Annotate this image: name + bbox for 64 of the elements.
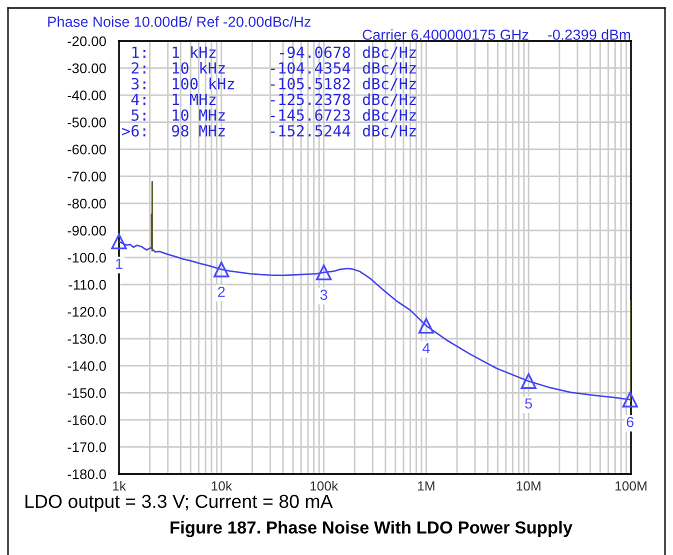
- text: Figure 187. Phase Noise With LDO Power Supply: [170, 520, 572, 538]
- point: [316, 264, 332, 280]
- annotation: 3:: [132, 78, 146, 90]
- annotation: 100 kHz: [172, 78, 234, 90]
- annotation: -104.4354: [270, 62, 350, 74]
- y-tick-label: -50.00: [68, 118, 106, 128]
- annotation: 2: [218, 286, 225, 297]
- annotation: dBc/Hz: [362, 62, 416, 75]
- y-tick-label: -100.0: [68, 252, 106, 263]
- annotation: >6:: [122, 125, 146, 137]
- y-tick-label: -140.0: [68, 361, 106, 371]
- point: [520, 373, 536, 389]
- y-tick-label: -30.00: [68, 63, 106, 74]
- text: Carrier 6.400000175 GHz: [362, 29, 528, 40]
- y-tick-label: -90.00: [68, 226, 106, 236]
- annotation: 1 MHz: [172, 94, 216, 105]
- y-tick-label: -130.0: [68, 334, 106, 344]
- point: [622, 392, 638, 408]
- annotation: 1 kHz: [172, 46, 216, 58]
- annotation: 4: [422, 343, 430, 354]
- annotation: dBc/Hz: [362, 109, 416, 122]
- annotation: 98 MHz: [172, 125, 225, 137]
- y-tick-label: -70.00: [68, 172, 106, 182]
- text: -0.2399 dBm: [548, 29, 630, 40]
- annotation: -145.6723: [270, 109, 350, 121]
- annotation: 1: [116, 258, 122, 269]
- y-tick-label: -110.0: [68, 280, 106, 290]
- x-tick-label: 100k: [310, 480, 338, 491]
- annotation: 5:: [132, 110, 146, 121]
- annotation: 5: [525, 398, 532, 409]
- x-tick-label: 10k: [212, 480, 232, 491]
- y-tick-label: -40.00: [68, 90, 106, 100]
- annotation: -94.0678: [280, 46, 350, 58]
- point: [111, 234, 127, 250]
- y-tick-label: -170.0: [68, 442, 106, 452]
- annotation: dBc/Hz: [362, 46, 416, 60]
- annotation: dBc/Hz: [362, 78, 416, 91]
- y-tick-label: -150.0: [68, 388, 106, 398]
- annotation: 3: [320, 290, 328, 300]
- y-tick-label: -160.0: [68, 415, 106, 426]
- annotation: 1:: [132, 46, 146, 58]
- x-tick-label: 100M: [616, 481, 646, 491]
- annotation: 10 MHz: [172, 109, 225, 121]
- y-tick-label: -60.00: [68, 144, 106, 154]
- x-tick-label: 1k: [113, 480, 126, 491]
- annotation: 2:: [132, 62, 146, 74]
- annotation: -125.2378: [270, 94, 350, 106]
- y-tick-label: -20.00: [68, 36, 106, 46]
- y-tick-label: -120.0: [68, 306, 106, 317]
- annotation: 10 kHz: [172, 62, 225, 74]
- text: LDO output = 3.3 V; Current = 80 mA: [26, 494, 333, 512]
- annotation: 4:: [131, 94, 146, 105]
- x-tick-label: 1M: [418, 481, 434, 491]
- annotation: dBc/Hz: [362, 124, 416, 138]
- annotation: -105.5182: [270, 78, 350, 90]
- annotation: 6: [626, 416, 634, 428]
- x-tick-label: 10M: [516, 481, 540, 491]
- y-tick-label: -180.0: [68, 469, 106, 480]
- annotation: dBc/Hz: [362, 93, 416, 106]
- text: Phase Noise 10.00dB/ Ref -20.00dBc/Hz: [48, 16, 311, 27]
- y-tick-label: -80.00: [68, 198, 106, 209]
- point: [214, 262, 230, 278]
- annotation: -152.5244: [270, 125, 350, 137]
- point: [418, 318, 434, 334]
